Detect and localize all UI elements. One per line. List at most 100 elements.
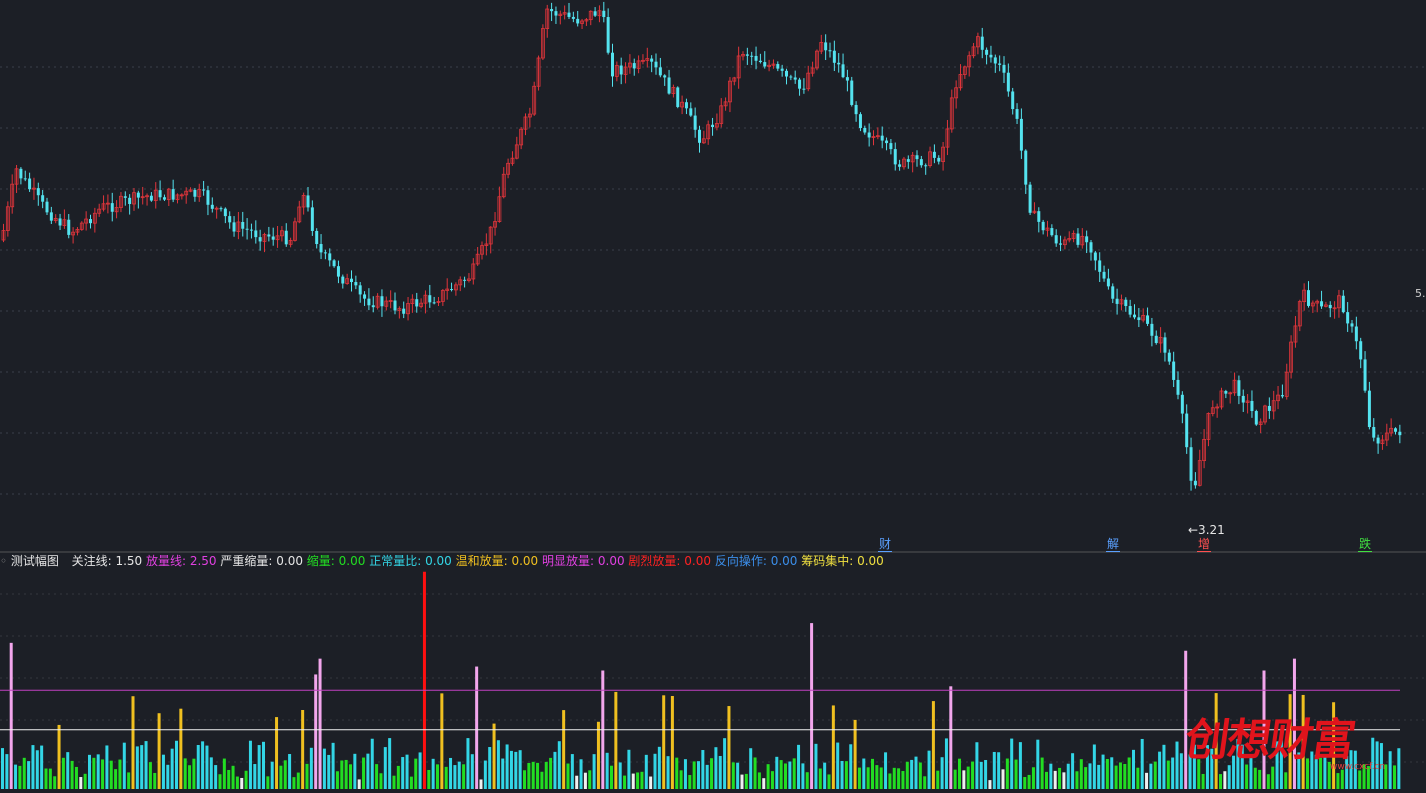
candle-body bbox=[919, 159, 923, 166]
candle-body bbox=[1080, 235, 1085, 246]
candle-body bbox=[341, 276, 345, 284]
volume-bar bbox=[496, 740, 500, 789]
candle-body bbox=[1232, 379, 1237, 394]
volume-bar bbox=[279, 765, 283, 789]
candle-body bbox=[153, 189, 158, 201]
volume-bar bbox=[610, 765, 613, 789]
volume-bar bbox=[636, 772, 640, 789]
indicator-dot-icon[interactable]: ◦ bbox=[0, 554, 8, 568]
candle-body bbox=[1254, 411, 1258, 425]
candle-body bbox=[854, 104, 858, 115]
volume-bar bbox=[357, 779, 361, 789]
event-finance-badge[interactable]: 财 bbox=[878, 537, 893, 552]
volume-bar bbox=[714, 747, 718, 789]
volume-bar bbox=[518, 750, 522, 789]
candle-body bbox=[806, 72, 811, 90]
event-unlock-badge[interactable]: 解 bbox=[1106, 537, 1121, 552]
volume-bar bbox=[697, 761, 700, 789]
candle-body bbox=[701, 138, 706, 144]
volume-bar bbox=[209, 757, 213, 789]
candle-body bbox=[1293, 325, 1298, 343]
volume-bar bbox=[1010, 738, 1014, 789]
candle-body bbox=[858, 114, 862, 128]
volume-bar bbox=[292, 777, 296, 789]
indicator-name[interactable]: 测试幅图 bbox=[10, 554, 59, 568]
candle-body bbox=[684, 102, 688, 109]
volume-bar bbox=[844, 761, 848, 789]
candle-body bbox=[384, 300, 389, 307]
candle-body bbox=[393, 300, 397, 311]
volume-bar bbox=[353, 753, 357, 789]
volume-bar bbox=[1123, 763, 1127, 789]
candle-body bbox=[550, 9, 554, 12]
candle-body bbox=[475, 253, 480, 265]
candle-body bbox=[62, 219, 67, 226]
volume-bar bbox=[270, 761, 274, 789]
volume-bar bbox=[1384, 764, 1388, 789]
volume-bar bbox=[1162, 744, 1166, 789]
candle-body bbox=[898, 164, 902, 167]
volume-bar bbox=[440, 693, 444, 789]
candle-body bbox=[106, 202, 110, 205]
event-fall-badge[interactable]: 跌 bbox=[1358, 537, 1373, 552]
volume-bar bbox=[1375, 741, 1379, 789]
volume-bar bbox=[509, 750, 513, 789]
volume-bar bbox=[414, 758, 418, 789]
candle-body bbox=[267, 234, 271, 237]
volume-bar bbox=[910, 759, 914, 789]
volume-bar bbox=[670, 696, 674, 789]
candle-body bbox=[262, 234, 267, 242]
volume-bar bbox=[140, 745, 144, 789]
volume-bar bbox=[892, 767, 896, 789]
candle-body bbox=[576, 18, 580, 24]
volume-bar bbox=[523, 770, 526, 789]
volume-bar bbox=[66, 752, 70, 789]
volume-bar bbox=[188, 765, 192, 789]
candle-body bbox=[5, 206, 10, 231]
candle-body bbox=[885, 140, 889, 144]
volume-bar bbox=[192, 758, 196, 789]
volume-bar bbox=[879, 767, 883, 789]
candle-body bbox=[1289, 341, 1293, 373]
volume-bar bbox=[18, 765, 22, 789]
volume-bar bbox=[1279, 740, 1283, 789]
candle-body bbox=[463, 279, 467, 281]
volume-bar bbox=[705, 764, 709, 789]
candle-body bbox=[1102, 271, 1106, 279]
volume-bar bbox=[549, 757, 553, 789]
volume-bar bbox=[370, 738, 374, 789]
volume-bar bbox=[1092, 744, 1096, 789]
indicator-param-value: 0.00 bbox=[597, 554, 629, 568]
volume-bar bbox=[396, 765, 400, 789]
candle-body bbox=[723, 101, 728, 107]
volume-bar bbox=[1049, 763, 1053, 789]
candle-body bbox=[841, 64, 845, 78]
volume-bar bbox=[96, 754, 100, 789]
volume-bar bbox=[170, 748, 174, 789]
volume-bar bbox=[248, 740, 252, 789]
candle-body bbox=[1024, 150, 1028, 185]
volume-bar bbox=[427, 769, 431, 789]
volume-bar bbox=[444, 766, 448, 789]
candle-body bbox=[776, 64, 780, 69]
candle-body bbox=[584, 19, 589, 22]
candle-body bbox=[837, 62, 841, 65]
candle-body bbox=[1158, 336, 1163, 344]
candle-body bbox=[1376, 437, 1380, 444]
candle-body bbox=[354, 282, 358, 286]
volume-bar bbox=[979, 761, 983, 789]
volume-bar bbox=[1353, 750, 1357, 789]
candle-body bbox=[397, 308, 402, 311]
indicator-params: 关注线: 1.50 放量线: 2.50 严重缩量: 0.00 缩量: 0.00 … bbox=[72, 554, 884, 568]
volume-bar bbox=[757, 772, 761, 789]
volume-bar bbox=[731, 762, 735, 789]
volume-bar bbox=[1145, 772, 1149, 789]
candle-body bbox=[567, 12, 571, 17]
event-increase-badge[interactable]: 增 bbox=[1197, 537, 1212, 552]
volume-bar bbox=[1097, 764, 1101, 789]
volume-bar bbox=[810, 623, 814, 789]
candle-body bbox=[1380, 439, 1385, 444]
volume-bar bbox=[1201, 773, 1205, 789]
volume-bar bbox=[14, 764, 18, 789]
candle-body bbox=[14, 168, 19, 185]
